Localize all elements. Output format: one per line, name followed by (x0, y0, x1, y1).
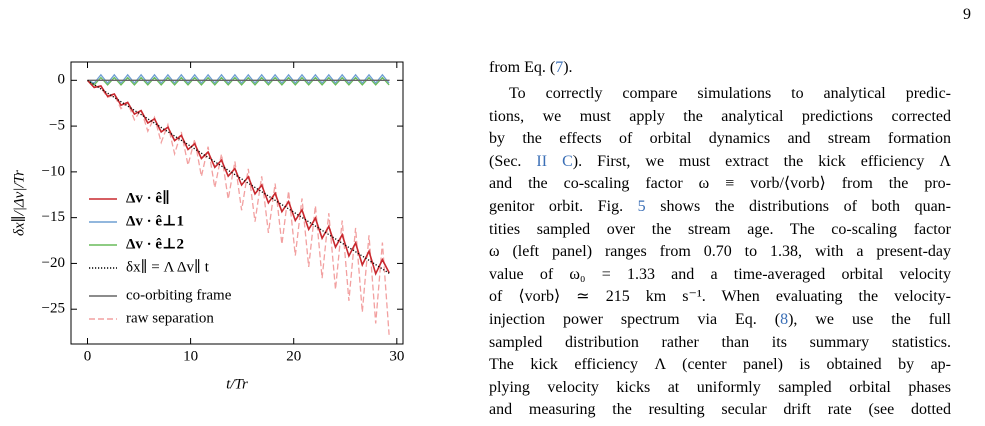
text-segment: ), we use the full (788, 310, 952, 328)
text-line: tities sampled over the stream age. The … (489, 219, 951, 242)
reference[interactable]: 7 (555, 59, 564, 76)
text-segment: and measuring the resulting secular drif… (489, 401, 951, 419)
text-line: and the co-scaling factor ω ≡ vorb/⟨vorb… (489, 173, 951, 196)
y-tick-label: −5 (49, 118, 65, 134)
legend-label: co-orbiting frame (126, 287, 232, 303)
legend-label: raw separation (126, 310, 214, 326)
chart: 0 −5 −10 −15 −20 −25 0 10 20 30 Δv · ê∥ Δv · ê⊥1 Δv … (10, 61, 404, 392)
text-segment: shows the distributions of both quan- (645, 197, 951, 215)
x-tick-label: 0 (84, 348, 92, 364)
text-segment: ω (left panel) ranges from 0.70 to 1.38,… (489, 243, 951, 261)
text-segment: injection power spectrum via Eq. ( (489, 310, 781, 328)
x-tick-label: 10 (183, 348, 198, 364)
legend-label: δx∥ = Λ Δv∥ t (126, 258, 210, 275)
reference[interactable]: 5 (637, 197, 646, 215)
y-tick-label: −25 (42, 301, 65, 317)
text-line: from Eq. (7). (489, 56, 951, 83)
text-line: ω (left panel) ranges from 0.70 to 1.38,… (489, 241, 951, 264)
text-segment: value of ω₀ = 1.33 and a time-averaged o… (489, 265, 951, 283)
y-tick-label: 0 (58, 72, 66, 88)
text-segment: The kick efficiency Λ (center panel) is … (489, 356, 951, 374)
text-line: value of ω₀ = 1.33 and a time-averaged o… (489, 264, 951, 287)
series-line (86, 79, 390, 276)
text-line: plying velocity kicks at uniformly sampl… (489, 377, 951, 400)
text-segment: ). (563, 59, 573, 76)
text-line: To correctly compare simulations to anal… (489, 83, 951, 106)
y-axis-label: δx∥/|Δv|/Tr (10, 170, 27, 236)
text-segment: ). First, we must extract the kick effic… (572, 152, 952, 170)
text-segment: tities sampled over the stream age. The … (489, 220, 951, 238)
y-tick-label: −10 (42, 163, 65, 179)
text-line: sampled distribution rather than its sum… (489, 332, 951, 355)
text-line: The kick efficiency Λ (center panel) is … (489, 354, 951, 377)
series-line (87, 73, 390, 85)
text-segment: of ⟨vorb⟩ ≃ 215 km s⁻¹. When evaluating … (489, 288, 951, 306)
text-segment: plying velocity kicks at uniformly sampl… (489, 378, 951, 396)
text-segment: To correctly compare simulations to anal… (509, 85, 951, 102)
text-segment: and the co-scaling factor ω ≡ vorb/⟨vorb… (489, 175, 951, 193)
text-line: by the effects of orbital dynamics and s… (489, 128, 951, 151)
text-segment: sampled distribution rather than its sum… (489, 333, 951, 351)
text-segment: by the effects of orbital dynamics and s… (489, 130, 951, 148)
plot-frame (70, 61, 404, 345)
x-axis-label: t/Tr (226, 376, 248, 392)
text-line: genitor orbit. Fig. 5 shows the distribu… (489, 196, 951, 219)
reference[interactable]: II C (536, 152, 573, 170)
text-line: injection power spectrum via Eq. (8), we… (489, 309, 951, 332)
text-line: tions, we must apply the analytical pred… (489, 106, 951, 129)
series-line (87, 76, 390, 86)
text-segment: genitor orbit. Fig. (489, 197, 638, 215)
y-tick-label: −20 (42, 255, 65, 271)
x-tick-label: 30 (389, 348, 404, 364)
legend-label: Δv · ê⊥1 (126, 213, 184, 229)
y-tick-label: −15 (42, 209, 65, 225)
text-line: (Sec. II C). First, we must extract the … (489, 151, 951, 174)
x-tick-label: 20 (286, 348, 301, 364)
legend-label: Δv · ê∥ (126, 189, 170, 206)
body-text: from Eq. (7). To correctly compare simula… (489, 56, 951, 422)
text-line: of ⟨vorb⟩ ≃ 215 km s⁻¹. When evaluating … (489, 286, 951, 309)
legend-label: Δv · ê⊥2 (126, 236, 184, 252)
text-segment: from Eq. ( (489, 59, 556, 76)
text-line: and measuring the resulting secular drif… (489, 399, 951, 422)
text-segment: (Sec. (489, 152, 537, 170)
series-line (87, 79, 390, 335)
page-number: 9 (963, 6, 971, 23)
text-segment: tions, we must apply the analytical pred… (489, 107, 951, 125)
reference[interactable]: 8 (780, 310, 789, 328)
